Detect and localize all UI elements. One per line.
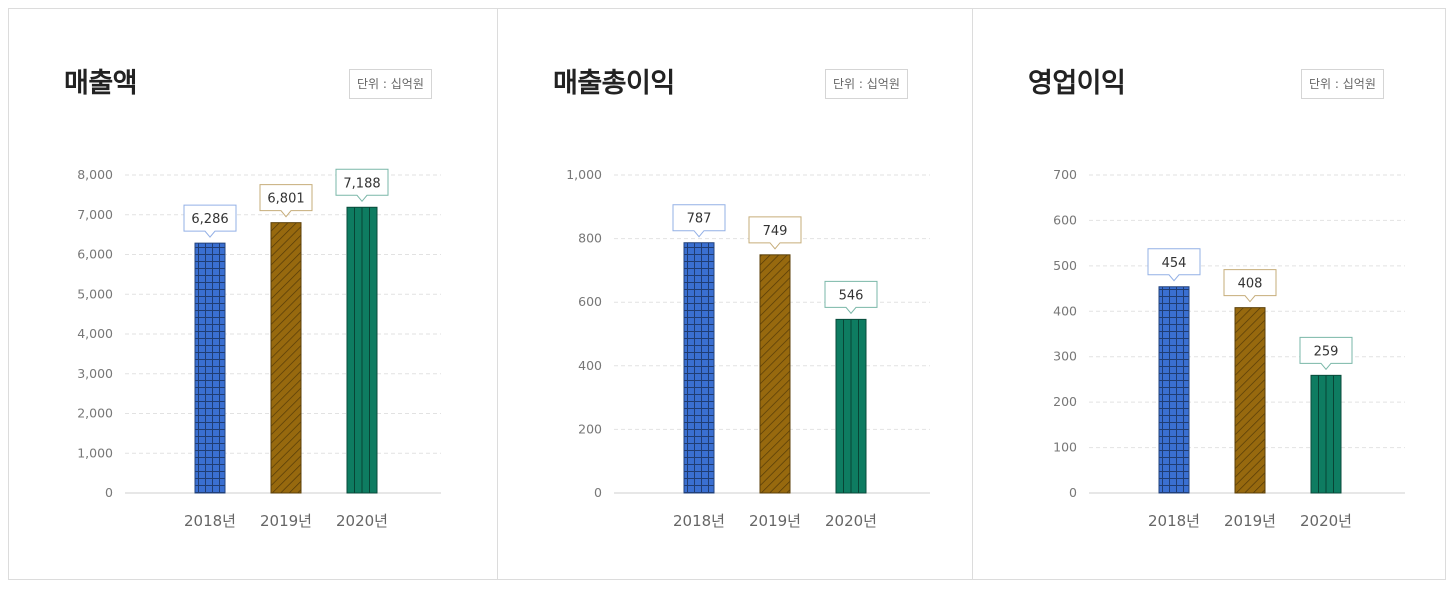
y-tick-label: 7,000 [77,207,113,222]
value-callout [824,280,878,315]
panel-title: 영업이익 [1028,68,1126,99]
unit-label: 단위 : 십억원 [825,69,908,99]
value-callout [1223,269,1277,303]
x-tick-label: 2019년 [260,512,312,530]
financial-charts-container: 매출액 단위 : 십억원 0 1,000 2,000 3,000 4,000 5,000 6… [8,8,1446,580]
x-tick-label: 2020년 [1300,512,1352,530]
value-callout [335,168,389,203]
y-tick-label: 400 [578,358,602,373]
y-tick-label: 300 [1053,349,1077,364]
y-tick-label: 400 [1053,303,1077,318]
bar-2018년 [194,242,226,494]
x-tick-label: 2018년 [673,512,725,530]
x-tick-label: 2018년 [184,512,236,530]
bar-2020년 [346,206,378,494]
y-tick-label: 500 [1053,258,1077,273]
unit-label: 단위 : 십억원 [1301,69,1384,99]
gross-profit-panel: 매출총이익 단위 : 십억원 0 200 400 600 800 1,000 787 2018… [497,9,972,579]
operating-profit-panel: 영업이익 단위 : 십억원 0 100 200 300 400 500 600 700 454 2… [972,9,1445,579]
y-tick-label: 600 [1053,212,1077,227]
y-tick-label: 0 [1069,485,1077,500]
y-tick-label: 200 [1053,394,1077,409]
y-tick-label: 6,000 [77,247,113,262]
data-label: 546 [839,288,864,303]
value-callout [672,204,726,238]
value-callout [183,204,237,238]
bar-2019년 [759,254,791,494]
data-label: 749 [763,224,788,239]
unit-label: 단위 : 십억원 [349,69,432,99]
bar-2018년 [1158,286,1190,494]
sales-chart: 0 1,000 2,000 3,000 4,000 5,000 6,000 7,000 8,00… [77,167,441,530]
bar-2019년 [1234,307,1266,494]
y-tick-label: 200 [578,421,602,436]
gross-profit-chart: 0 200 400 600 800 1,000 787 2018년 749 2019년 546 202… [566,167,930,530]
y-tick-label: 100 [1053,440,1077,455]
y-tick-label: 0 [105,485,113,500]
y-tick-label: 2,000 [77,406,113,421]
y-tick-label: 0 [594,485,602,500]
x-tick-label: 2020년 [336,512,388,530]
x-tick-label: 2020년 [825,512,877,530]
y-tick-label: 8,000 [77,167,113,182]
y-tick-label: 5,000 [77,286,113,301]
sales-panel: 매출액 단위 : 십억원 0 1,000 2,000 3,000 4,000 5,000 6… [9,9,497,579]
data-label: 6,286 [191,212,228,227]
value-callout [259,184,313,218]
value-callout [748,216,802,250]
y-tick-label: 1,000 [566,167,602,182]
data-label: 787 [687,212,712,227]
y-tick-label: 1,000 [77,445,113,460]
y-tick-label: 4,000 [77,326,113,341]
panel-title: 매출총이익 [553,68,675,99]
x-tick-label: 2019년 [749,512,801,530]
y-tick-label: 700 [1053,167,1077,182]
x-tick-label: 2019년 [1224,512,1276,530]
y-tick-label: 800 [578,231,602,246]
data-label: 6,801 [267,192,304,207]
operating-profit-chart: 0 100 200 300 400 500 600 700 454 2018년 408 2019년 25… [1053,167,1405,530]
bar-2020년 [1310,374,1342,494]
y-tick-label: 600 [578,294,602,309]
y-tick-label: 3,000 [77,366,113,381]
data-label: 454 [1162,256,1187,271]
data-label: 408 [1238,277,1263,292]
bar-2019년 [270,222,302,494]
x-tick-label: 2018년 [1148,512,1200,530]
value-callout [1147,248,1201,282]
panel-title: 매출액 [64,68,138,99]
data-label: 259 [1314,344,1339,359]
bar-2020년 [835,318,867,494]
value-callout [1299,336,1353,371]
data-label: 7,188 [343,176,380,191]
bar-2018년 [683,242,715,494]
